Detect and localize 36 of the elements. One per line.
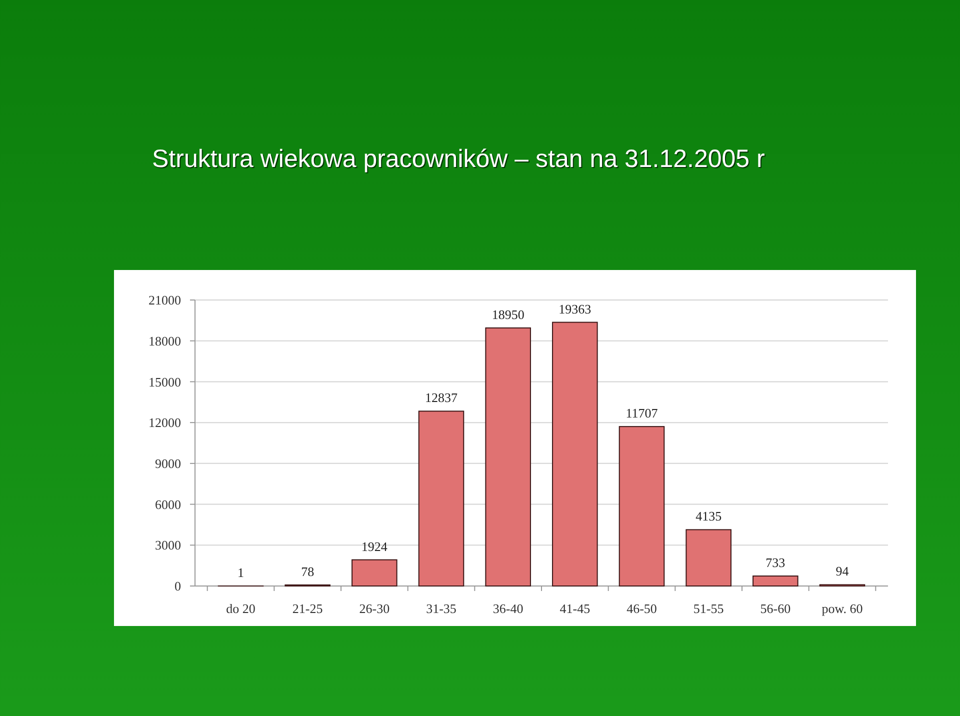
y-tick-label: 3000	[155, 538, 181, 553]
x-tick-label: 36-40	[492, 601, 524, 616]
x-tick-label: 21-25	[292, 601, 323, 616]
x-tick-label: 41-45	[560, 601, 590, 616]
x-tick-label: 56-60	[760, 601, 791, 616]
y-tick-label: 9000	[155, 456, 181, 471]
data-label: 18950	[492, 306, 524, 322]
bar	[485, 327, 531, 586]
bar	[418, 410, 464, 586]
data-label: 78	[301, 564, 314, 579]
data-label: 4135	[696, 508, 722, 524]
data-label: 94	[836, 564, 850, 579]
data-label: 11707	[626, 406, 658, 421]
bar	[352, 559, 398, 586]
y-tick-label: 15000	[148, 374, 181, 390]
x-tick-label: 51-55	[693, 601, 724, 616]
y-tick-label: 12000	[148, 415, 181, 430]
data-label: 1	[238, 564, 244, 580]
data-label: 12837	[425, 390, 458, 406]
data-label: 19363	[558, 301, 592, 316]
data-label: 733	[766, 555, 786, 570]
x-tick-label: pow. 60	[822, 601, 863, 616]
bar	[618, 426, 665, 586]
x-tick-label: do 20	[226, 601, 256, 616]
data-label: 1924	[361, 538, 388, 554]
bar	[552, 322, 598, 586]
x-tick-label: 26-30	[359, 601, 390, 616]
x-tick-label: 46-50	[626, 601, 657, 616]
chart-title: Struktura wiekowa pracowników – stan na 31.12.2005 r	[152, 145, 765, 173]
bar	[752, 576, 798, 586]
y-tick-label: 21000	[148, 292, 181, 308]
y-tick-label: 6000	[155, 496, 181, 512]
bar	[686, 529, 732, 586]
y-tick-label: 0	[174, 578, 181, 594]
x-tick-label: 31-35	[426, 601, 456, 616]
y-tick-label: 18000	[148, 333, 181, 348]
